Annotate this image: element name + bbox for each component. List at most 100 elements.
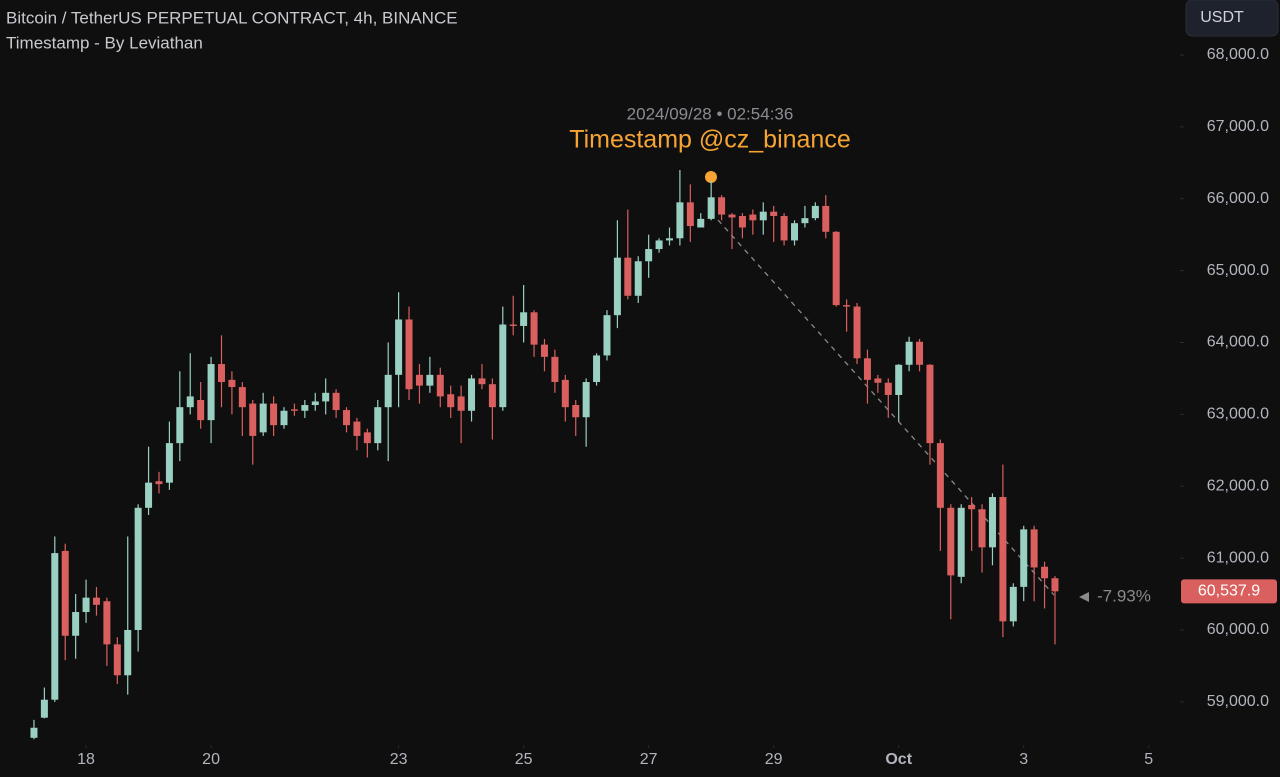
candle-body	[936, 443, 944, 508]
candle-body	[832, 231, 840, 306]
candle-body	[186, 396, 194, 408]
currency-button[interactable]: USDT	[1185, 0, 1279, 37]
candle-body	[624, 257, 632, 296]
candle-body	[759, 211, 767, 221]
y-tick-label: 59,000.0	[1207, 693, 1269, 710]
candle-body	[113, 644, 121, 676]
candle-body	[207, 364, 215, 421]
candle-body	[863, 358, 871, 380]
candle-body	[447, 394, 455, 408]
candle-body	[217, 364, 225, 383]
candle-body	[82, 597, 90, 613]
candle-body	[280, 410, 288, 426]
candle-body	[124, 629, 132, 676]
candle-body	[780, 215, 788, 241]
candle-body	[40, 699, 48, 718]
candle-body	[436, 374, 444, 397]
candle-body	[957, 507, 965, 577]
y-tick-label: 67,000.0	[1207, 118, 1269, 135]
candle-body	[103, 601, 111, 645]
x-tick-label: 20	[202, 751, 220, 768]
candle-body	[895, 364, 903, 395]
y-tick-label: 68,000.0	[1207, 46, 1269, 63]
candle-body	[353, 421, 361, 436]
candle-body	[332, 392, 340, 411]
x-tick-label: 5	[1144, 751, 1153, 768]
candle-body	[884, 382, 892, 395]
candle-body	[1041, 566, 1049, 579]
candle-body	[749, 214, 757, 221]
candle-body	[155, 481, 163, 485]
candle-body	[499, 324, 507, 408]
candle-body	[405, 319, 413, 390]
candle-body	[634, 261, 642, 296]
candle-body	[311, 401, 319, 406]
projection-line	[717, 219, 1055, 596]
candle-body	[791, 223, 799, 241]
candle-body	[686, 202, 694, 227]
candle-body	[426, 374, 434, 386]
change-label: -7.93%	[1097, 586, 1151, 605]
x-tick-label: 29	[765, 751, 783, 768]
candle-body	[947, 507, 955, 576]
currency-label[interactable]: USDT	[1200, 9, 1244, 26]
y-tick-label: 63,000.0	[1207, 406, 1269, 423]
candle-body	[415, 374, 423, 386]
y-tick-label: 65,000.0	[1207, 262, 1269, 279]
candle-body	[228, 379, 236, 388]
annotation-text: Timestamp @cz_binance	[569, 126, 851, 154]
price-tag-label: 60,537.9	[1198, 583, 1260, 600]
candle-body	[916, 341, 924, 365]
candle-body	[540, 344, 548, 357]
candle-body	[395, 319, 403, 375]
candle-body	[853, 306, 861, 359]
chart-subtitle: Timestamp - By Leviathan	[6, 33, 203, 52]
y-tick-label: 60,000.0	[1207, 621, 1269, 638]
candle-body	[728, 214, 736, 218]
candle-body	[999, 497, 1007, 622]
candle-body	[520, 312, 528, 326]
candle-body	[645, 249, 653, 262]
candle-body	[582, 382, 590, 418]
candle-body	[905, 341, 913, 365]
candle-body	[30, 727, 38, 738]
candle-body	[145, 482, 153, 508]
y-tick-label: 62,000.0	[1207, 477, 1269, 494]
candle-body	[801, 218, 809, 224]
candle-body	[270, 403, 278, 426]
candle-body	[978, 509, 986, 548]
candle-body	[1009, 586, 1017, 622]
candle-body	[374, 407, 382, 444]
candle-body	[343, 410, 351, 426]
x-tick-label: 3	[1019, 751, 1028, 768]
candle-body	[301, 405, 309, 411]
candle-body	[738, 215, 746, 228]
candle-body	[655, 240, 663, 250]
candle-body	[51, 553, 59, 700]
candle-body	[613, 257, 621, 316]
candle-body	[249, 403, 257, 436]
candle-body	[363, 432, 371, 444]
chart-title: Bitcoin / TetherUS PERPETUAL CONTRACT, 4…	[6, 8, 458, 27]
candle-body	[1030, 529, 1038, 568]
candle-body	[551, 356, 559, 383]
currency-button-bg[interactable]	[1185, 0, 1279, 37]
candle-body	[134, 507, 142, 630]
candle-body	[874, 378, 882, 383]
candle-body	[561, 379, 569, 408]
candle-body	[478, 378, 486, 385]
x-tick-label: 25	[515, 751, 533, 768]
annotation-time: 2024/09/28 • 02:54:36	[627, 104, 794, 123]
candle-body	[384, 374, 392, 408]
candle-body	[676, 202, 684, 239]
candle-body	[593, 355, 601, 383]
change-arrow	[1079, 592, 1089, 602]
candle-body	[165, 443, 173, 483]
candle-body	[61, 550, 69, 636]
x-tick-label: 27	[640, 751, 658, 768]
candle-body	[926, 364, 934, 444]
candle-body	[259, 403, 267, 433]
candle-body	[238, 387, 246, 408]
candle-body	[822, 205, 830, 232]
